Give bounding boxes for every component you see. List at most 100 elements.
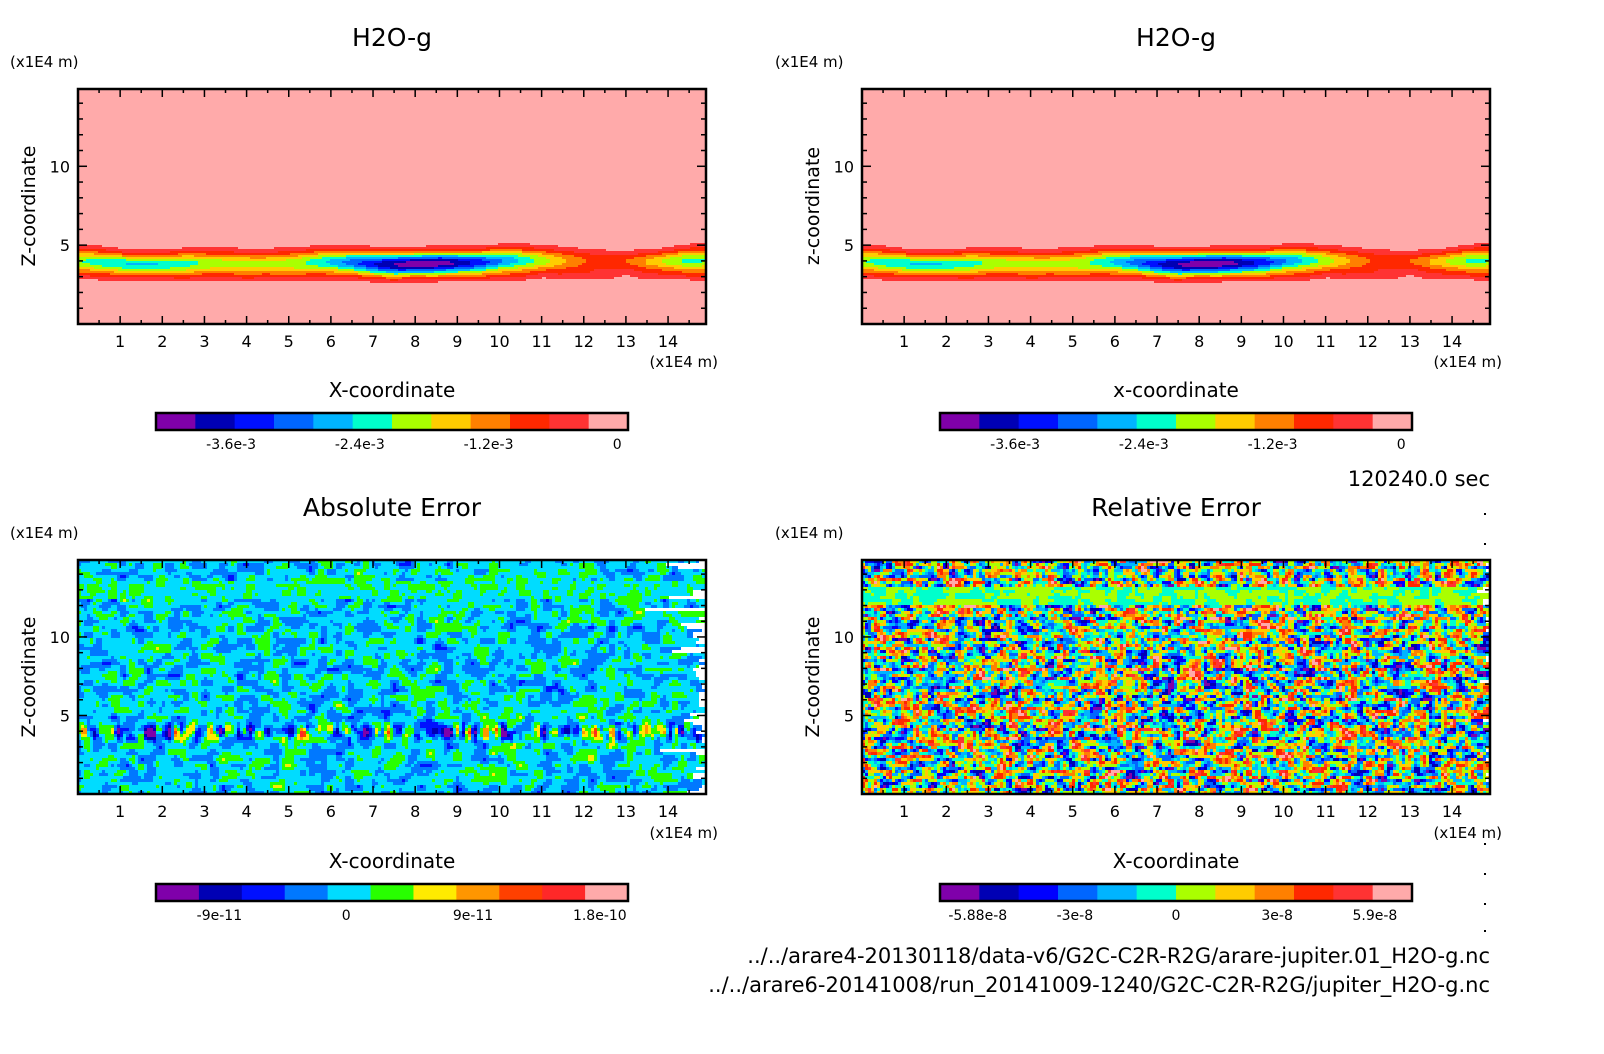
heatmap-cell [126,605,129,608]
heatmap-cell [636,716,645,719]
heatmap-cell [567,653,570,656]
heatmap-cell [186,563,189,566]
heatmap-cell [270,623,273,626]
heatmap-cell [84,689,90,692]
heatmap-cell [1270,263,1282,265]
heatmap-cell [90,263,126,265]
heatmap-cell [552,626,555,629]
heatmap-cell [327,575,345,578]
heatmap-cell [618,632,621,635]
heatmap-cell [594,686,597,689]
heatmap-cell [651,692,657,695]
heatmap-cell [273,662,285,665]
heatmap-cell [495,731,498,734]
heatmap-cell [525,614,531,617]
heatmap-cell [234,626,237,629]
heatmap-cell [627,683,633,686]
heatmap-cell [666,731,669,734]
heatmap-cell [546,683,552,686]
heatmap-cell [312,566,318,569]
colorbar-swatch [156,413,196,430]
heatmap-cell [678,611,705,614]
heatmap-cell [682,271,706,273]
heatmap-cell [600,608,624,611]
heatmap-cell [183,698,189,701]
heatmap-cell [183,695,189,698]
heatmap-cell [681,728,684,731]
heatmap-cell [183,608,186,611]
heatmap-cell [159,725,162,728]
heatmap-cell [636,722,642,725]
heatmap-cell [567,719,573,722]
heatmap-cell [318,265,338,267]
heatmap-cell [354,662,363,665]
heatmap-cell [207,695,210,698]
heatmap-cell [410,275,426,277]
heatmap-cell [153,728,156,731]
heatmap-cell [1322,273,1342,275]
heatmap-cell [666,255,682,257]
heatmap-cell [474,581,492,584]
heatmap-cell [471,725,474,728]
heatmap-cell [597,683,618,686]
heatmap-cell [672,614,681,617]
heatmap-cell [1138,269,1150,271]
heatmap-cell [660,719,666,722]
panel-title: H2O-g [1136,23,1216,52]
heatmap-cell [492,659,501,662]
heatmap-cell [477,677,483,680]
heatmap-cell [444,728,450,731]
heatmap-cell [183,668,201,671]
heatmap-cell [267,692,279,695]
heatmap-cell [171,653,183,656]
heatmap-cell [309,599,315,602]
heatmap-cell [1254,261,1274,263]
heatmap-cell [621,632,627,635]
heatmap-cell [111,587,117,590]
heatmap-cell [315,674,324,677]
heatmap-cell [570,689,576,692]
heatmap-cell [405,629,411,632]
heatmap-cell [339,695,345,698]
heatmap-cell [126,563,129,566]
heatmap-cell [318,635,321,638]
heatmap-cell [462,638,468,641]
heatmap-cell [1182,265,1222,267]
heatmap-cell [306,617,366,620]
heatmap-cell [288,728,294,731]
heatmap-cell [306,569,309,572]
heatmap-cell [246,584,255,587]
heatmap-cell [453,620,459,623]
heatmap-cell [615,569,627,572]
heatmap-cell [270,599,276,602]
heatmap-cell [318,710,327,713]
heatmap-cell [624,692,645,695]
heatmap-cell [1350,259,1370,261]
heatmap-cell [180,587,186,590]
heatmap-cell [862,117,1490,119]
heatmap-cell [1270,267,1282,269]
heatmap-cell [246,725,249,728]
heatmap-cell [402,572,405,575]
heatmap-cell [684,626,687,629]
heatmap-cell [186,728,195,731]
heatmap-cell [579,596,588,599]
heatmap-cell [78,215,706,217]
heatmap-cell [1130,263,1142,265]
heatmap-cell [222,731,225,734]
heatmap-cell [862,141,1490,143]
heatmap-cell [498,593,504,596]
heatmap-cell [453,593,462,596]
heatmap-cell [552,641,561,644]
heatmap-cell [594,644,600,647]
heatmap-cell [862,259,870,261]
heatmap-cell [118,269,186,271]
heatmap-cell [78,91,706,93]
x-tick-label: 7 [1152,332,1162,351]
heatmap-cell [171,716,177,719]
heatmap-cell [354,629,357,632]
heatmap-cell [98,279,390,281]
heatmap-cell [237,677,243,680]
heatmap-cell [324,689,336,692]
heatmap-cell [333,620,363,623]
